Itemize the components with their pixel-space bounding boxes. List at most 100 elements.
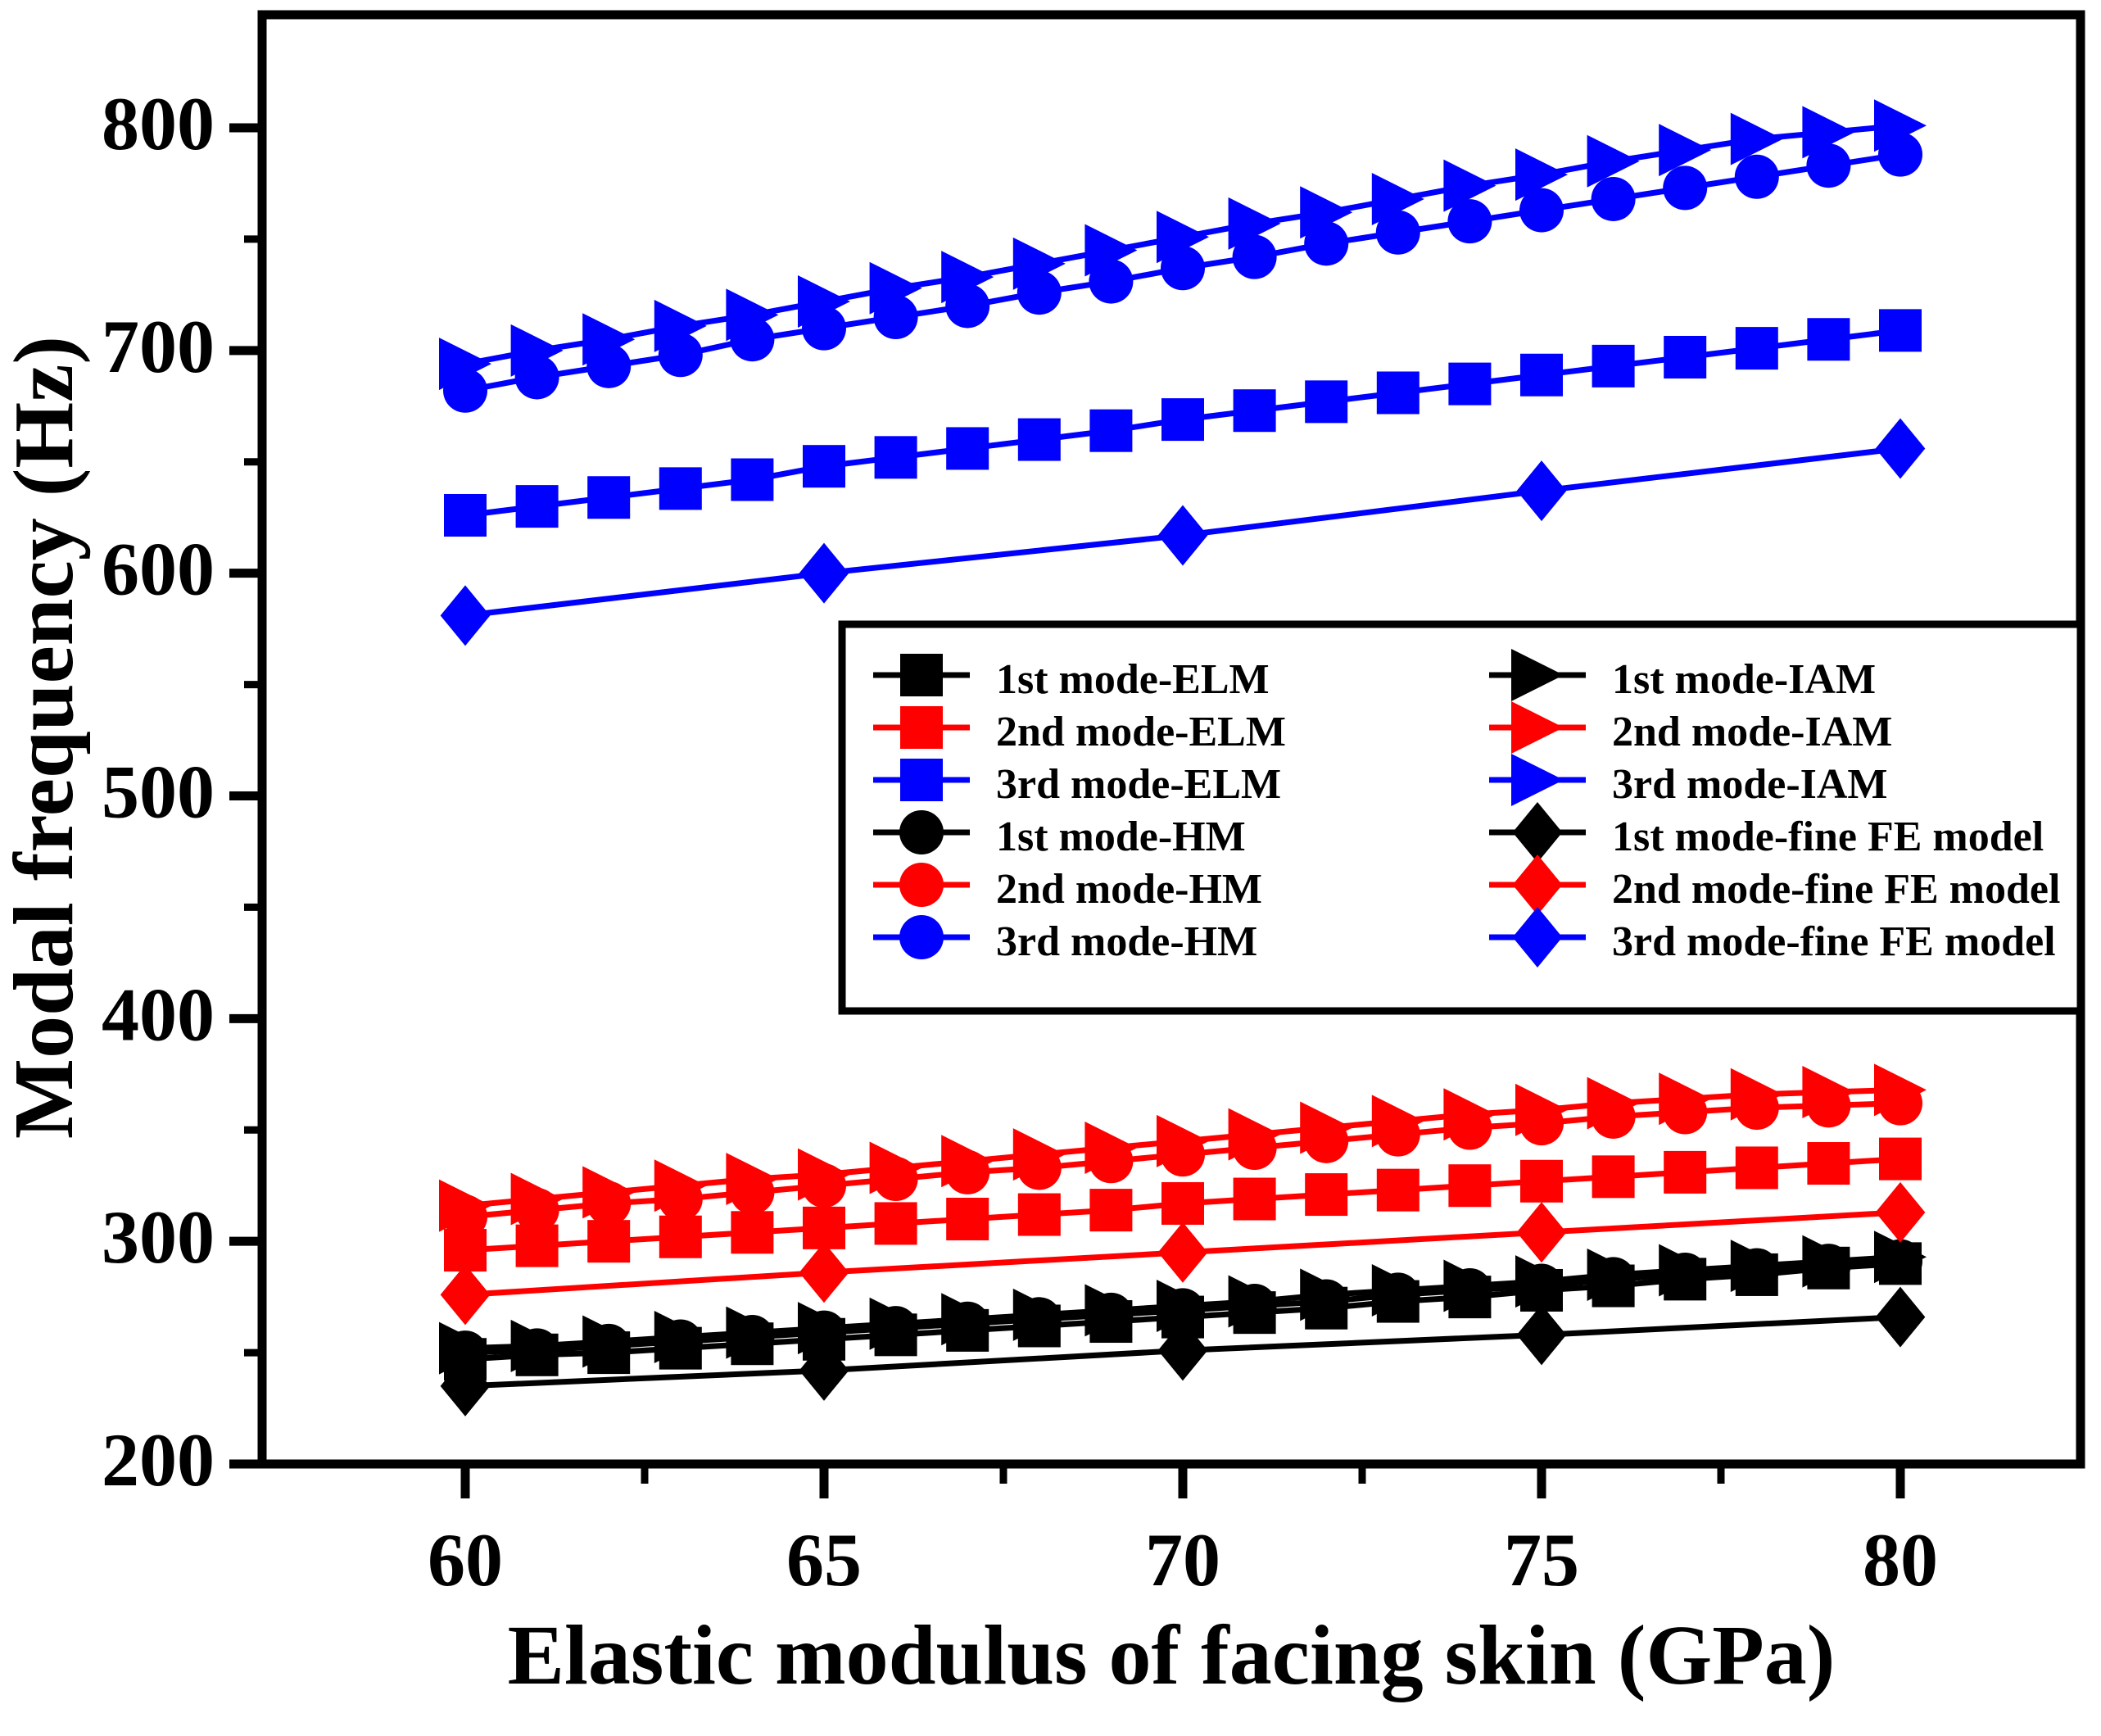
data-point-circle-marker (1375, 210, 1420, 255)
data-point-triangle-marker (1802, 1066, 1855, 1119)
legend-item[interactable]: 1st mode-IAM (1489, 649, 1876, 703)
data-point-triangle-marker (1874, 1063, 1927, 1117)
data-point-triangle-marker (1587, 1248, 1640, 1301)
legend-item[interactable]: 2nd mode-HM (873, 863, 1262, 913)
data-point-square-marker (1161, 1181, 1204, 1225)
data-point-diamond-marker (1157, 1222, 1208, 1283)
data-point-triangle-marker (1371, 172, 1424, 225)
data-point-triangle-marker (1157, 211, 1209, 264)
data-point-diamond-marker (1516, 1202, 1567, 1263)
data-point-triangle-marker (582, 313, 636, 366)
legend-item[interactable]: 2nd mode-IAM (1489, 701, 1892, 755)
data-point-triangle-marker (654, 1159, 707, 1212)
legend-item[interactable]: 1st mode-fine FE model (1489, 802, 2044, 863)
data-point-diamond-marker (440, 585, 491, 646)
data-point-triangle-marker (1874, 1231, 1927, 1284)
data-point-triangle-marker (1515, 1083, 1568, 1136)
data-point-triangle-marker (1515, 148, 1568, 202)
data-point-triangle-marker (510, 324, 564, 377)
data-point-diamond-marker (440, 1264, 491, 1326)
data-point-square-marker (1089, 1189, 1133, 1232)
data-point-triangle-marker (1371, 1263, 1424, 1317)
data-series (444, 1137, 1922, 1272)
legend-item-label: 3rd mode-fine FE model (1612, 918, 2056, 965)
legend-item[interactable]: 3rd mode-ELM (873, 759, 1281, 808)
data-point-triangle-marker (1443, 1088, 1497, 1141)
x-axis-title: Elastic modulus of facing skin (GPa) (508, 1608, 1836, 1702)
legend-item[interactable]: 1st mode-HM (873, 810, 1246, 860)
data-point-diamond-marker (1875, 1181, 1926, 1243)
legend-item[interactable]: 2nd mode-ELM (873, 706, 1286, 755)
data-series (439, 99, 1927, 391)
data-point-triangle-marker (1659, 1244, 1712, 1297)
data-point-diamond-marker (1157, 1320, 1208, 1381)
data-point-triangle-marker (941, 1135, 994, 1188)
legend-item[interactable]: 3rd mode-fine FE model (1489, 907, 2056, 968)
axis-titles: Modal frequency (Hz) Elastic modulus of f… (0, 336, 1835, 1702)
data-point-square-marker (587, 476, 631, 519)
data-point-square-marker (1807, 1142, 1850, 1185)
data-point-square-marker (1161, 398, 1204, 442)
data-point-triangle-marker (1802, 1235, 1855, 1288)
data-point-square-marker (803, 445, 845, 488)
data-point-triangle-marker (1084, 1121, 1138, 1174)
data-point-square-marker (1520, 1159, 1563, 1203)
legend-item[interactable]: 3rd mode-HM (873, 915, 1257, 965)
legend-item[interactable]: 3rd mode-IAM (1489, 754, 1888, 808)
data-point-triangle-marker (1300, 1268, 1353, 1321)
data-point-triangle-marker (1515, 1255, 1568, 1308)
data-point-square-marker (900, 759, 943, 801)
data-point-diamond-marker (1516, 460, 1567, 522)
data-series (439, 1231, 1927, 1375)
data-point-triangle-marker (1012, 1288, 1066, 1341)
data-point-square-marker (874, 436, 917, 479)
legend-item-label: 2nd mode-ELM (996, 709, 1286, 755)
data-point-square-marker (1233, 389, 1276, 433)
data-point-triangle-marker (654, 299, 707, 352)
legend-item-label: 1st mode-fine FE model (1612, 814, 2044, 860)
legend-item[interactable]: 2nd mode-fine FE model (1489, 854, 2060, 915)
data-point-square-marker (803, 1206, 845, 1249)
data-point-square-marker (1520, 353, 1563, 397)
data-point-triangle-marker (1228, 197, 1281, 250)
legend-item[interactable]: 1st mode-ELM (873, 654, 1270, 703)
y-axis-ticks: 200 300 400 500 600 700 800 (102, 82, 262, 1502)
data-point-triangle-marker (1228, 1275, 1281, 1328)
data-point-triangle-marker (1659, 1072, 1712, 1126)
data-point-square-marker (1664, 335, 1707, 378)
legend-item-label: 3rd mode-HM (996, 918, 1257, 965)
data-point-square-marker (1879, 1137, 1922, 1181)
data-series (440, 1181, 1926, 1326)
x-tick-label: 80 (1863, 1518, 1938, 1602)
data-point-diamond-marker (799, 1242, 849, 1303)
data-series (444, 309, 1922, 537)
data-point-square-marker (900, 706, 943, 749)
data-point-triangle-marker (1084, 1284, 1138, 1337)
data-series (440, 418, 1926, 646)
legend-item-label: 1st mode-HM (996, 814, 1246, 860)
data-point-diamond-marker (1875, 418, 1926, 479)
data-point-square-marker (1664, 1150, 1707, 1194)
legend-item-label: 2nd mode-fine FE model (1612, 866, 2060, 913)
data-point-triangle-marker (439, 1321, 491, 1375)
data-point-circle-marker (1161, 246, 1205, 291)
data-point-circle-marker (1232, 234, 1277, 279)
data-point-triangle-marker (1802, 106, 1855, 159)
data-point-triangle-marker (654, 1311, 707, 1364)
data-point-triangle-marker (1443, 159, 1497, 212)
data-point-square-marker (1376, 371, 1420, 415)
data-point-triangle-marker (726, 1153, 779, 1206)
data-point-square-marker (515, 485, 559, 528)
data-point-triangle-marker (510, 1319, 564, 1372)
data-point-square-marker (1879, 309, 1922, 352)
data-series (443, 132, 1922, 413)
x-axis-ticks: 60 65 70 75 80 (428, 1464, 1938, 1602)
data-point-square-marker (1448, 362, 1492, 406)
data-point-circle-marker (1734, 154, 1779, 199)
data-point-triangle-marker (1730, 112, 1783, 165)
legend-item-label: 1st mode-IAM (1612, 656, 1876, 703)
x-tick-label: 65 (786, 1518, 862, 1602)
data-point-triangle-marker (1157, 1114, 1209, 1167)
data-point-diamond-marker (1512, 854, 1563, 915)
